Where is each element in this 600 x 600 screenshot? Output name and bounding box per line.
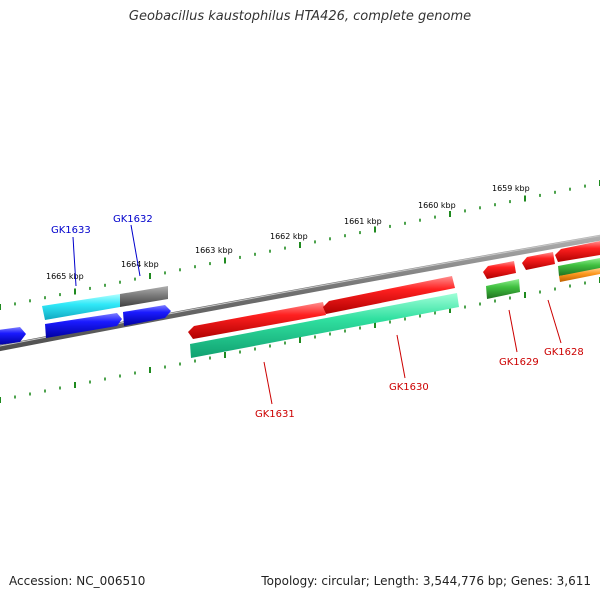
gene-arrow-red-small-1 [483,261,516,279]
gene-arrow-teal-GK1630 [190,293,459,358]
scale-label-1659: 1659 kbp [492,184,530,193]
scale-labels: 1659 kbp 1660 kbp 1661 kbp 1662 kbp 1663… [46,184,530,281]
gene-labels: GK1633 GK1632 GK1631 GK1630 GK1629 GK162… [51,214,584,420]
gene-arrow-red-right [555,241,600,262]
gene-arrow-blue-GK1632 [123,305,171,326]
gene-arrow-red-mid [323,276,455,314]
leader-line-GK1632 [130,224,141,277]
gene-arrow-gray [120,286,168,307]
gene-arrow-red-GK1631 [188,302,326,339]
genome-backbone [0,234,600,352]
scale-label-1662: 1662 kbp [270,232,308,241]
leader-line-GK1630 [396,334,406,379]
gene-label-GK1633: GK1633 [51,225,91,236]
gene-arrow-blue-left [0,327,26,345]
scale-label-1660: 1660 kbp [418,201,456,210]
gene-arrow-blue-GK1633 [45,313,122,338]
gene-label-GK1630: GK1630 [389,382,429,393]
leader-line-GK1629 [508,309,518,353]
inner-scale-ticks [0,277,600,403]
gene-label-GK1632: GK1632 [113,214,153,225]
leader-line-GK1633 [72,236,77,287]
genome-summary-text: Topology: circular; Length: 3,544,776 bp… [261,574,591,588]
map-title: Geobacillus kaustophilus HTA426, complet… [128,9,472,24]
accession-text: Accession: NC_006510 [9,574,146,588]
scale-label-1664: 1664 kbp [121,260,159,269]
gene-arrow-red-small-2 [522,252,555,270]
scale-label-1663: 1663 kbp [195,246,233,255]
gene-arrow-orange-right [559,268,600,282]
gene-arrow-cyan [42,294,120,320]
gene-label-GK1628: GK1628 [544,347,584,358]
leader-line-GK1628 [547,299,562,344]
leader-line-GK1631 [263,361,273,405]
gene-label-GK1629: GK1629 [499,357,539,368]
scale-label-1665: 1665 kbp [46,272,84,281]
gene-label-GK1631: GK1631 [255,409,295,420]
scale-label-1661: 1661 kbp [344,217,382,226]
gene-arrow-green-GK1629 [486,279,520,299]
gene-leader-lines [72,224,562,405]
outer-scale-ticks [0,180,600,310]
